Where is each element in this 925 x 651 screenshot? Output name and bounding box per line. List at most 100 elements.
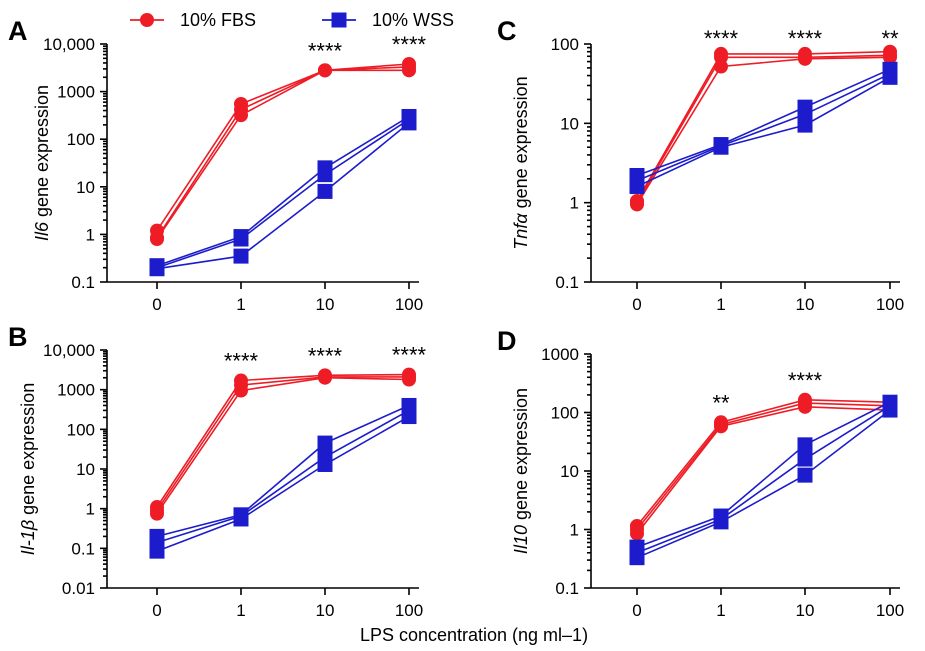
x-axis-label: LPS concentration (ng ml–1): [360, 625, 588, 645]
legend-wss-marker: [331, 12, 347, 28]
data-point-fbs: [318, 63, 332, 78]
series-line-fbs: [636, 398, 891, 527]
significance-label: ****: [788, 26, 823, 51]
data-point-fbs: [318, 370, 332, 385]
significance-label: ****: [788, 368, 823, 393]
series-line-wss: [156, 404, 410, 538]
panel-d: D 0.1 1 10 100 1000 0 1 10 100 Il10 gene expressio…: [497, 326, 904, 620]
significance-label: ****: [308, 38, 343, 63]
x-tick-label: 1: [236, 295, 245, 314]
data-point-wss: [797, 451, 813, 467]
y-tick-label: 1: [570, 521, 579, 540]
series-line-fbs: [156, 376, 409, 511]
panel-letter: C: [497, 16, 517, 46]
data-point-wss: [233, 231, 249, 247]
data-point-fbs: [883, 50, 897, 65]
data-point-wss: [317, 183, 333, 199]
y-axis-label-text: gene expression: [18, 383, 38, 520]
y-tick-label: 100: [551, 35, 579, 54]
panel-letter: A: [8, 16, 28, 46]
data-point-wss: [797, 467, 813, 483]
x-tick-label: 10: [796, 601, 815, 620]
data-point-wss: [713, 514, 729, 530]
data-point-wss: [233, 248, 249, 264]
y-tick-label: 10: [76, 178, 95, 197]
y-axis-label-gene: Tnfα: [511, 213, 531, 250]
data-point-fbs: [714, 419, 728, 434]
y-tick-label: 1000: [541, 345, 579, 364]
y-tick-label: 10: [560, 462, 579, 481]
data-point-wss: [149, 543, 165, 559]
significance-label: **: [881, 26, 899, 51]
panel-a: A 0.1 1 10 100 1000 10,000 0 1 10 100 Il6 gene expr…: [8, 16, 427, 314]
y-axis-label: Il6 gene expression: [32, 85, 52, 241]
x-tick-label: 10: [316, 295, 335, 314]
x-tick-label: 100: [395, 295, 423, 314]
legend-fbs-marker: [140, 13, 154, 27]
data-point-fbs: [234, 108, 248, 123]
y-axis-label: Il-1β gene expression: [18, 383, 38, 555]
series-line-wss: [636, 73, 891, 182]
series-line-wss: [636, 409, 891, 559]
data-point-fbs: [630, 197, 644, 212]
data-point-wss: [317, 167, 333, 183]
series-line-fbs: [156, 66, 410, 239]
x-tick-label: 10: [316, 601, 335, 620]
y-tick-label: 0.1: [555, 579, 579, 598]
data-point-fbs: [630, 526, 644, 541]
data-point-wss: [882, 69, 898, 85]
y-tick-label: 100: [67, 130, 95, 149]
series-line-wss: [156, 118, 410, 269]
data-point-wss: [401, 115, 417, 131]
panel-letter: D: [497, 326, 517, 356]
y-tick-label: 10: [76, 460, 95, 479]
series-line-fbs: [156, 63, 410, 232]
data-point-fbs: [150, 232, 164, 247]
series-line-wss: [156, 415, 410, 552]
data-point-wss: [629, 550, 645, 566]
x-tick-label: 0: [632, 601, 641, 620]
x-tick-label: 100: [876, 601, 904, 620]
significance-label: ****: [392, 343, 427, 368]
legend: 10% FBS 10% WSS: [130, 10, 454, 30]
series-line-fbs: [636, 54, 891, 204]
x-tick-label: 1: [236, 601, 245, 620]
y-tick-label: 10,000: [43, 341, 95, 360]
significance-label: **: [712, 390, 730, 415]
x-tick-label: 1: [716, 295, 725, 314]
x-tick-label: 100: [395, 601, 423, 620]
y-axis-label: Tnfα gene expression: [511, 76, 531, 249]
y-axis-label-gene: Il6: [32, 221, 52, 241]
legend-wss-label: 10% WSS: [372, 10, 454, 30]
y-tick-label: 100: [551, 404, 579, 423]
y-tick-label: 10,000: [43, 35, 95, 54]
y-axis-label: Il10 gene expression: [511, 388, 531, 554]
y-tick-label: 10: [560, 114, 579, 133]
x-tick-label: 100: [876, 295, 904, 314]
x-tick-label: 0: [632, 295, 641, 314]
y-tick-label: 0.1: [555, 273, 579, 292]
series-line-wss: [156, 122, 410, 270]
series-line-wss: [156, 409, 410, 544]
data-point-wss: [233, 511, 249, 527]
series-line-fbs: [156, 373, 410, 508]
y-tick-label: 0.1: [71, 539, 95, 558]
x-tick-label: 0: [152, 295, 161, 314]
y-tick-label: 1: [570, 194, 579, 213]
series-line-fbs: [636, 56, 891, 205]
y-tick-label: 100: [67, 420, 95, 439]
data-point-wss: [149, 261, 165, 277]
data-point-fbs: [798, 51, 812, 66]
x-tick-label: 1: [716, 601, 725, 620]
data-point-wss: [317, 456, 333, 472]
data-point-fbs: [714, 59, 728, 74]
data-point-wss: [629, 178, 645, 194]
data-point-wss: [882, 402, 898, 418]
y-axis-label-text: gene expression: [511, 388, 531, 525]
x-tick-label: 0: [152, 601, 161, 620]
series-line-wss: [636, 68, 891, 177]
y-tick-label: 1: [86, 500, 95, 519]
